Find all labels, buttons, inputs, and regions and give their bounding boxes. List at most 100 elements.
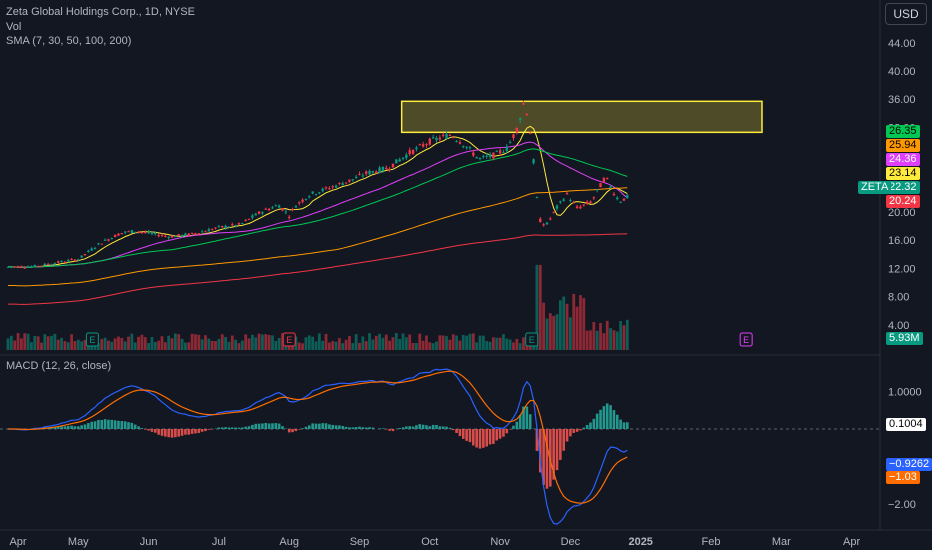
volume-bar — [481, 335, 485, 350]
candle-body — [298, 202, 301, 204]
volume-bar — [505, 338, 509, 350]
macd-histogram-bar — [421, 424, 425, 429]
candle-body — [512, 134, 515, 139]
candle-body — [264, 208, 267, 210]
volume-bar — [415, 343, 418, 350]
candle-body — [626, 195, 629, 199]
volume-bar — [167, 335, 171, 350]
candle-body — [485, 155, 488, 157]
candle-body — [622, 198, 626, 201]
volume-bar — [133, 342, 137, 350]
candle-body — [616, 197, 619, 200]
candle-body — [6, 266, 10, 268]
macd-histogram-bar — [174, 429, 177, 438]
candle-body — [555, 205, 559, 209]
candle-body — [117, 233, 120, 236]
candle-body — [462, 145, 465, 147]
volume-bar — [107, 340, 110, 350]
candle-body — [348, 179, 351, 182]
candle-body — [535, 197, 539, 199]
volume-bar — [50, 335, 53, 350]
candle-body — [23, 267, 26, 269]
candle-body — [498, 150, 502, 154]
volume-bar — [261, 334, 264, 350]
volume-bar — [103, 337, 107, 350]
candle-body — [291, 208, 294, 210]
candle-body — [599, 183, 602, 188]
candle-body — [522, 103, 525, 105]
volume-bar — [569, 317, 572, 350]
volume-bar — [227, 341, 231, 350]
macd-histogram-bar — [254, 423, 258, 429]
candle-body — [288, 216, 291, 218]
volume-bar — [307, 335, 311, 350]
macd-histogram-bar — [391, 429, 395, 432]
volume-bar — [66, 342, 70, 350]
candle-body — [227, 226, 231, 228]
candle-body — [20, 266, 23, 268]
price-tag: 26.35 — [886, 125, 920, 138]
time-tick-label: Apr — [9, 536, 26, 548]
volume-bar — [371, 339, 375, 350]
volume-bar — [220, 334, 224, 350]
volume-bar — [458, 340, 462, 350]
volume-bar — [96, 343, 100, 350]
candle-body — [492, 152, 495, 159]
macd-histogram-bar — [428, 426, 432, 429]
volume-bar — [455, 335, 458, 350]
volume-bar — [180, 338, 184, 350]
candle-body — [351, 179, 355, 181]
price-tag: 22.32 — [886, 181, 920, 194]
macd-histogram-bar — [294, 429, 298, 432]
candle-body — [281, 208, 284, 211]
candle-body — [190, 232, 194, 234]
volume-bar — [625, 319, 629, 350]
volume-bar — [445, 336, 448, 350]
volume-bar — [254, 337, 258, 350]
volume-bar — [361, 336, 365, 350]
candle-body — [50, 264, 53, 266]
volume-bar — [43, 334, 47, 350]
volume-bar — [46, 336, 50, 350]
currency-button[interactable]: USD — [885, 3, 927, 25]
candle-body — [150, 232, 154, 234]
candle-body — [452, 137, 455, 139]
candle-body — [542, 224, 545, 226]
candle-body — [388, 168, 391, 170]
candle-body — [428, 138, 431, 145]
candle-body — [60, 260, 63, 262]
volume-bar — [344, 339, 348, 350]
candle-body — [43, 263, 47, 266]
candle-body — [341, 183, 344, 186]
volume-bar — [200, 339, 204, 350]
macd-line — [7, 368, 628, 525]
time-tick-label: Mar — [772, 536, 791, 548]
candle-body — [301, 199, 304, 202]
volume-bar — [80, 341, 84, 350]
macd-histogram-bar — [562, 429, 566, 451]
macd-histogram-bar — [66, 425, 70, 429]
candle-body — [378, 167, 381, 173]
macd-histogram-bar — [411, 426, 415, 429]
volume-bar — [538, 264, 542, 350]
price-tick-label: 44.00 — [888, 38, 916, 50]
volume-bar — [271, 335, 274, 350]
volume-bar — [267, 334, 271, 350]
macd-histogram-bar — [545, 429, 549, 489]
volume-bar — [321, 340, 325, 350]
macd-histogram-bar — [267, 423, 271, 429]
candle-body — [180, 234, 184, 237]
macd-histogram-bar — [190, 429, 194, 434]
candle-body — [271, 207, 274, 209]
volume-legend: Vol — [6, 21, 22, 33]
candle-body — [120, 233, 124, 235]
volume-bar — [512, 342, 515, 350]
candle-body — [100, 243, 103, 245]
macd-histogram-bar — [354, 427, 358, 429]
volume-tag: 5.93M — [886, 332, 923, 345]
volume-bar — [331, 341, 335, 350]
candle-body — [30, 266, 33, 268]
macd-histogram-bar — [528, 414, 532, 429]
volume-bar — [384, 334, 388, 350]
